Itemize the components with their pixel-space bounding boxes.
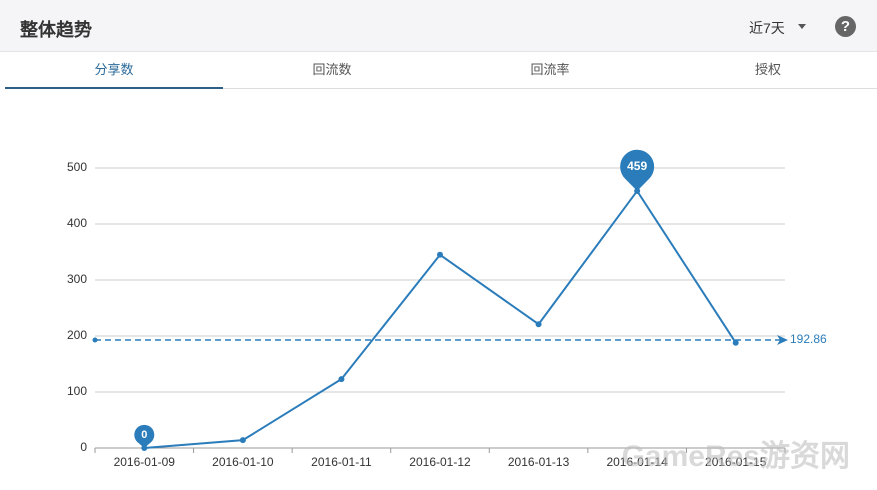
x-tick-label: 2016-01-15 <box>705 455 767 469</box>
point <box>338 376 345 383</box>
help-icon[interactable]: ? <box>835 16 856 37</box>
y-tick-label: 0 <box>80 440 87 454</box>
x-tick-label: 2016-01-09 <box>114 455 176 469</box>
watermark: GameRes游资网 <box>622 440 850 473</box>
line <box>144 189 737 449</box>
x-tick-label: 2016-01-13 <box>508 455 570 469</box>
tab-bar: 分享数 回流数 回流率 授权 <box>5 52 877 89</box>
dropdown-caret[interactable] <box>798 24 806 29</box>
x-tick-label: 2016-01-12 <box>409 455 471 469</box>
point <box>732 339 739 346</box>
y-tick-label: 500 <box>67 160 87 174</box>
y-tick-label: 200 <box>67 328 87 342</box>
tab[interactable]: 授权 <box>754 62 781 77</box>
average-arrow <box>777 334 788 345</box>
y-tick-label: 300 <box>67 272 87 286</box>
point <box>535 321 542 328</box>
range-select[interactable]: 近7天 <box>749 20 785 36</box>
point <box>239 437 246 444</box>
average-label: 192.86 <box>790 332 827 346</box>
pin <box>134 424 155 448</box>
tab[interactable]: 回流率 <box>530 62 570 77</box>
x-tick-label: 2016-01-10 <box>212 455 274 469</box>
pin-label: 0 <box>141 429 147 441</box>
y-tick-label: 400 <box>67 216 87 230</box>
average-start <box>92 337 98 343</box>
header: 整体趋势 近7天 ? <box>0 0 877 52</box>
x-tick-label: 2016-01-11 <box>311 455 372 469</box>
panel-title: 整体趋势 <box>20 20 92 40</box>
y-tick-label: 100 <box>67 384 87 398</box>
x-tick-label: 2016-01-14 <box>606 455 668 469</box>
pin-label: 459 <box>627 159 647 173</box>
tab[interactable]: 回流数 <box>312 62 352 77</box>
tab[interactable]: 分享数 <box>5 52 223 89</box>
pin <box>620 149 655 191</box>
point <box>437 251 443 258</box>
